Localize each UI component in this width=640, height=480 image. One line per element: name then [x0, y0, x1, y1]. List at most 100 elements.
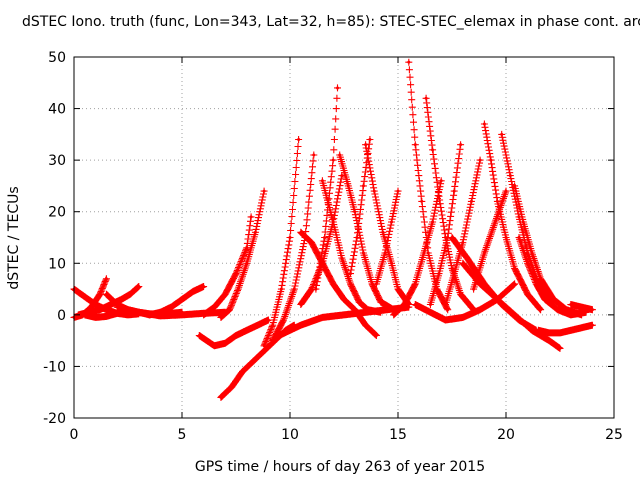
data-point — [396, 287, 400, 291]
data-point — [219, 395, 223, 399]
data-point — [539, 308, 543, 312]
data-point — [461, 261, 465, 265]
plot-frame — [73, 56, 615, 419]
data-point — [277, 333, 281, 337]
data-point — [431, 220, 435, 224]
data-point — [236, 287, 240, 291]
data-point — [424, 96, 428, 100]
data-point — [461, 315, 465, 319]
data-point — [390, 220, 394, 224]
data-point — [513, 282, 517, 286]
data-point — [381, 230, 385, 234]
data-point — [180, 297, 184, 301]
data-point — [444, 318, 448, 322]
data-point — [234, 333, 238, 337]
data-point — [569, 328, 573, 332]
data-point — [469, 199, 473, 203]
data-point — [137, 310, 141, 314]
data-point — [472, 287, 476, 291]
data-point — [320, 261, 324, 265]
data-point — [191, 290, 195, 294]
data-point — [465, 256, 469, 260]
series-17 — [318, 177, 385, 316]
data-point — [459, 143, 463, 147]
series-32 — [515, 234, 590, 319]
data-point — [521, 220, 525, 224]
data-point — [262, 349, 266, 353]
data-point — [379, 300, 383, 304]
series-25 — [390, 177, 445, 319]
chart-title: dSTEC Iono. truth (func, Lon=343, Lat=32… — [22, 14, 640, 30]
data-point — [109, 303, 113, 307]
y-tick-label: 10 — [48, 256, 66, 272]
data-point — [580, 326, 584, 330]
data-point — [482, 251, 486, 255]
x-tick-label: 15 — [389, 427, 407, 443]
data-point — [478, 158, 482, 162]
data-point — [169, 305, 173, 309]
data-point — [256, 323, 260, 327]
series-9 — [217, 187, 268, 321]
data-point — [83, 295, 87, 299]
data-point — [530, 328, 534, 332]
series-21 — [362, 141, 413, 308]
data-point — [353, 210, 357, 214]
data-point — [590, 323, 594, 327]
data-point — [234, 272, 238, 276]
data-point — [444, 303, 448, 307]
y-tick-label: -20 — [43, 411, 66, 427]
data-point — [547, 339, 551, 343]
series-37 — [567, 301, 596, 314]
data-point — [366, 308, 370, 312]
data-point — [355, 236, 359, 239]
data-point — [348, 272, 352, 276]
data-point — [310, 287, 314, 291]
data-point — [361, 184, 365, 188]
data-point — [383, 251, 387, 255]
data-point — [120, 297, 124, 301]
series-7 — [81, 307, 154, 321]
data-point — [340, 256, 344, 260]
data-point — [336, 86, 340, 90]
data-point — [299, 230, 303, 234]
data-point — [245, 328, 249, 332]
data-point — [197, 333, 201, 337]
data-point — [126, 309, 130, 313]
data-point — [500, 132, 504, 136]
data-point — [158, 310, 162, 314]
data-point — [137, 284, 141, 288]
y-tick-label: 30 — [48, 153, 66, 169]
series-26 — [426, 141, 465, 308]
data-point — [489, 158, 493, 162]
data-point — [459, 292, 463, 296]
data-point — [98, 308, 102, 312]
data-point — [245, 246, 249, 250]
data-point — [331, 220, 335, 224]
data-point — [439, 179, 443, 183]
data-point — [128, 292, 132, 296]
data-point — [223, 341, 227, 345]
data-point — [426, 251, 430, 255]
data-point — [202, 284, 206, 288]
data-point — [508, 174, 512, 178]
data-point — [504, 236, 508, 239]
y-axis-label: dSTEC / TECUs — [6, 186, 22, 289]
data-point — [431, 148, 435, 152]
data-point — [534, 282, 538, 286]
data-point — [478, 282, 482, 286]
x-tick-label: 10 — [281, 427, 299, 443]
data-point — [361, 251, 365, 255]
data-point — [338, 153, 342, 157]
data-point — [320, 179, 324, 183]
data-point — [450, 236, 454, 239]
data-point — [331, 158, 335, 162]
data-point — [452, 272, 456, 276]
data-point — [558, 331, 562, 335]
data-point — [364, 323, 368, 327]
data-point — [364, 143, 368, 147]
data-point — [320, 315, 324, 319]
data-point — [368, 138, 372, 142]
data-point — [420, 199, 424, 203]
y-tick-label: -10 — [43, 359, 66, 375]
